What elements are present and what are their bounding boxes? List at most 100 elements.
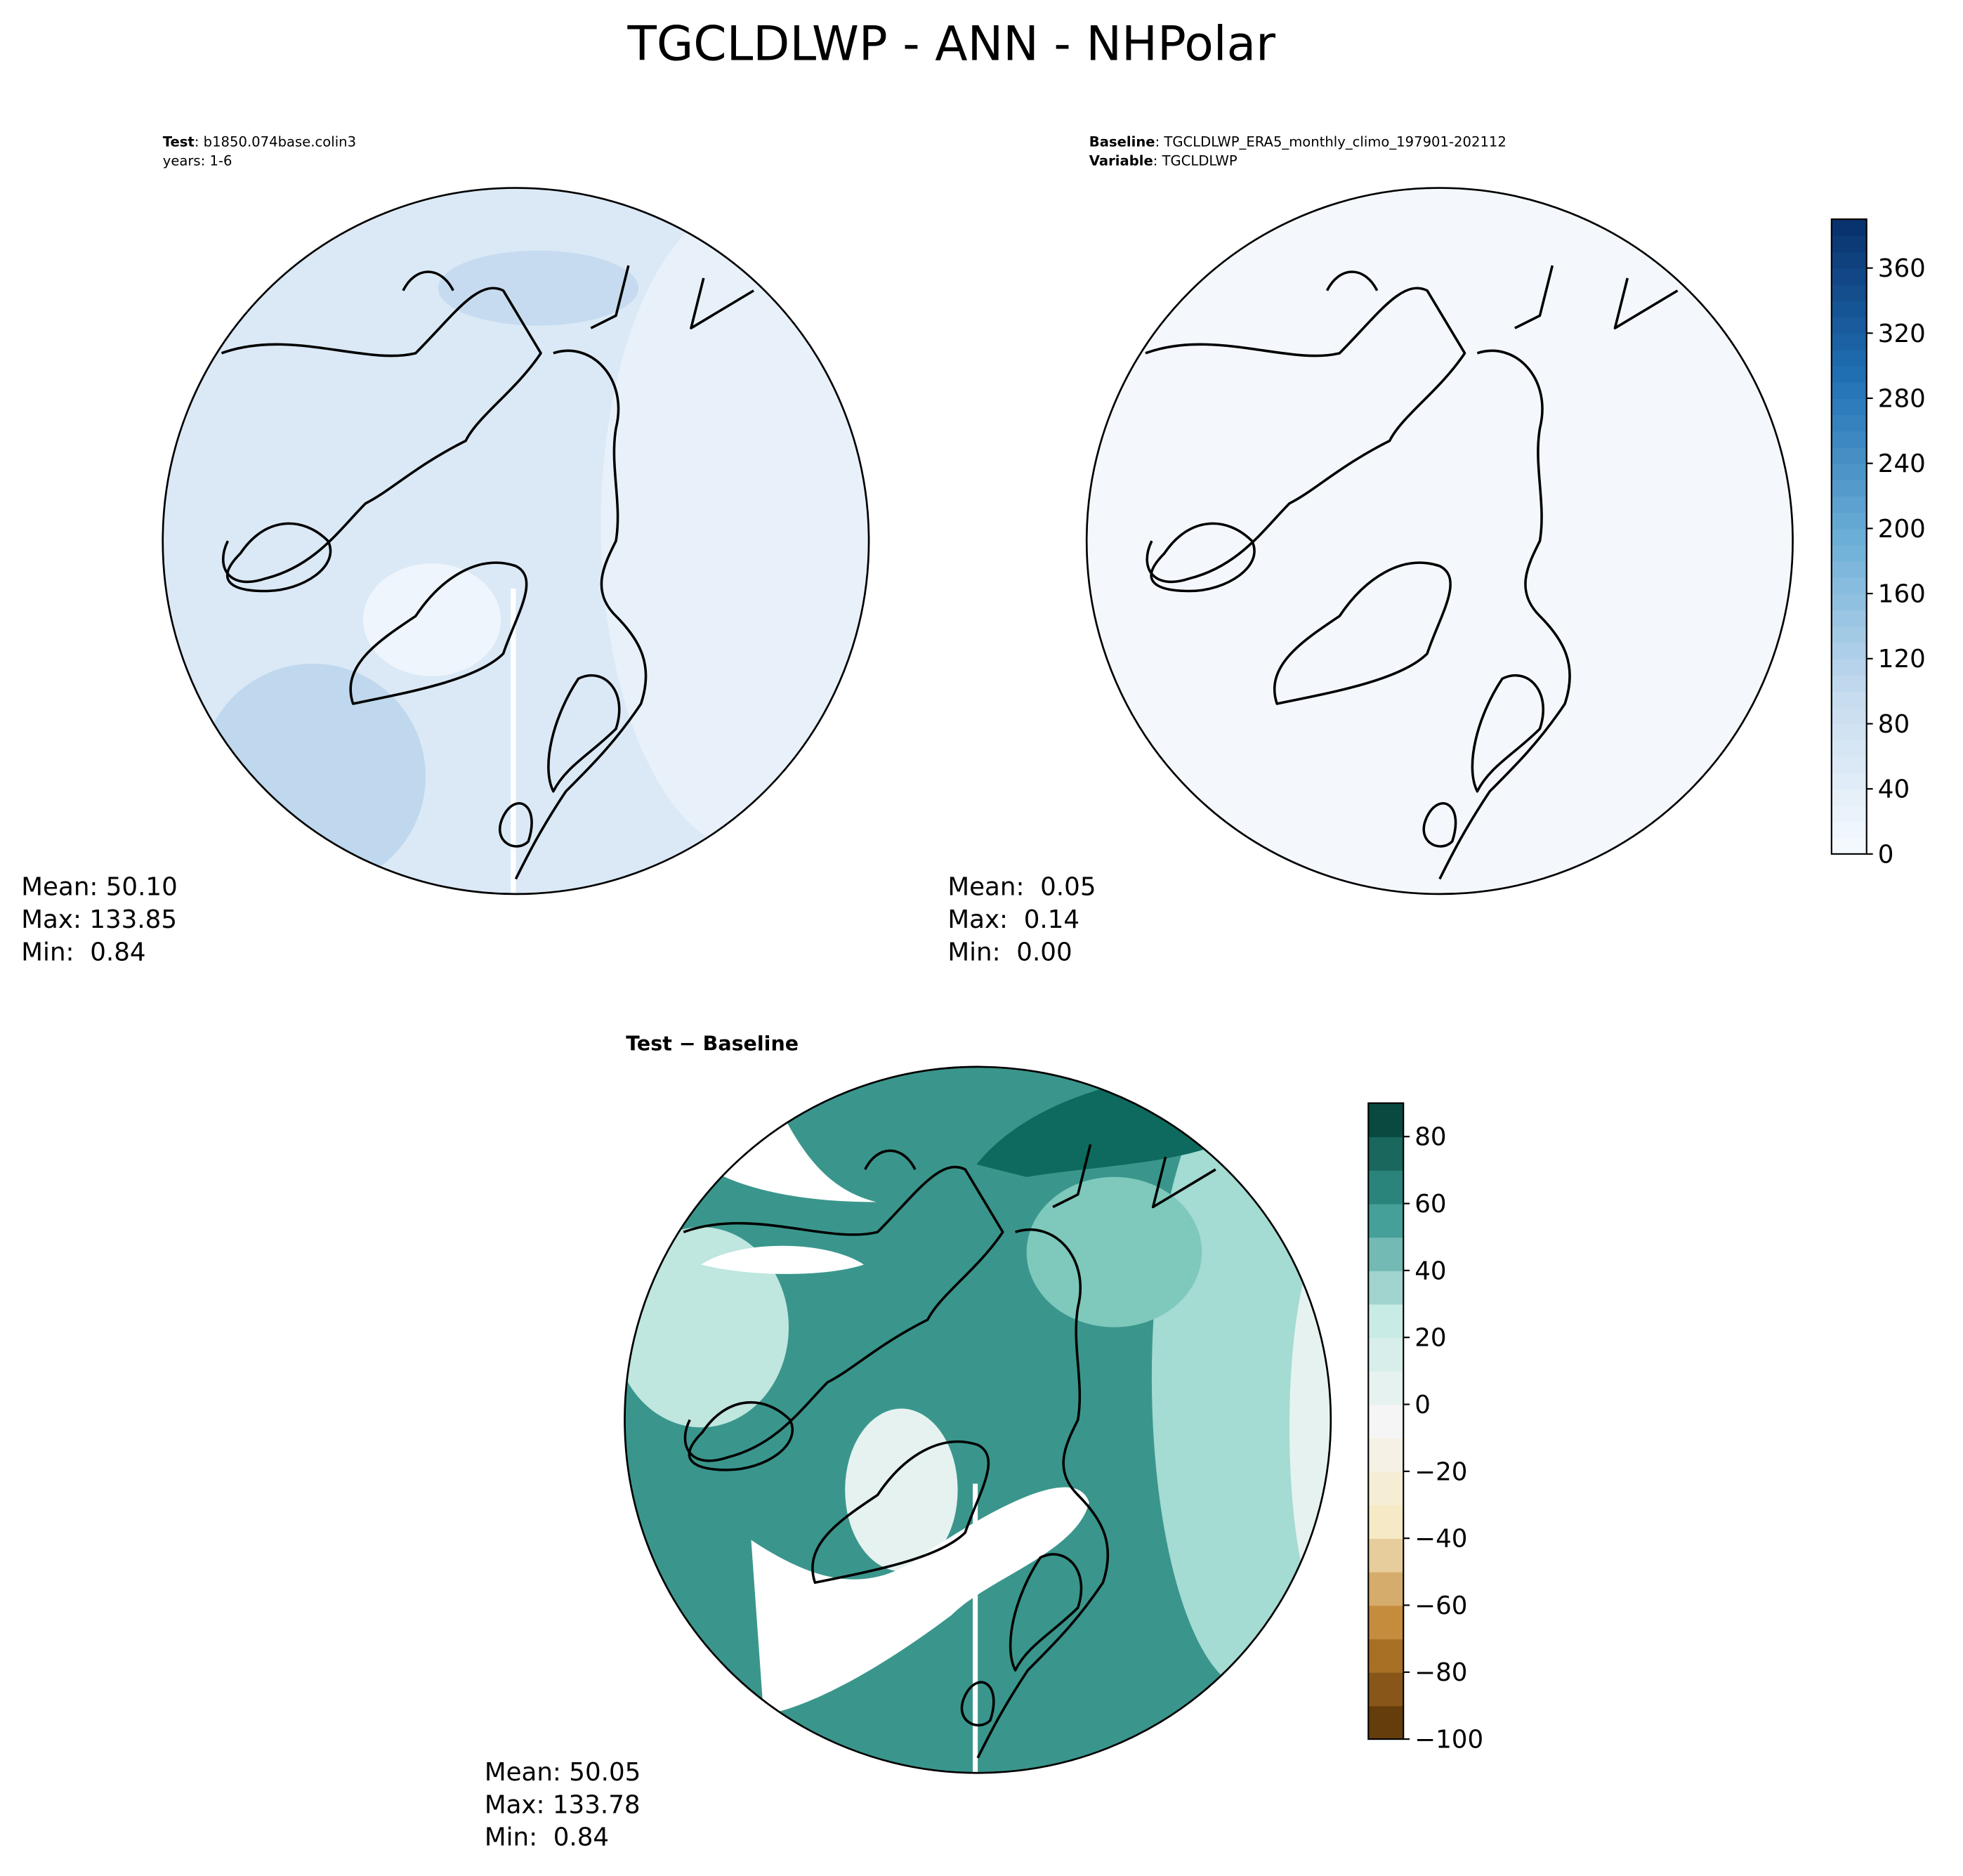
colorbar-band	[1831, 251, 1867, 269]
panel-label: Test − Baseline	[626, 1032, 799, 1056]
colorbar-frame	[1830, 218, 1867, 855]
colorbar-tick-label: 240	[1878, 450, 1926, 478]
stat: Min: 0.84	[485, 1823, 609, 1852]
colorbar-band	[1368, 1203, 1404, 1238]
colorbar-tick-label: 40	[1414, 1257, 1446, 1285]
colorbar-tick-label: 320	[1878, 320, 1926, 348]
colorbar-band	[1831, 821, 1867, 839]
panel-label: Baseline: TGCLDLWP_ERA5_monthly_climo_19…	[1089, 134, 1506, 150]
colorbar-band	[1831, 381, 1867, 399]
colorbar-band	[1831, 496, 1867, 513]
colorbar-band	[1831, 398, 1867, 416]
colorbar-band	[1831, 512, 1867, 530]
panel-label: Variable: TGCLDLWP	[1089, 152, 1237, 169]
map-field	[1085, 187, 1794, 896]
colorbar-band	[1831, 642, 1867, 660]
colorbar-band	[1831, 610, 1867, 627]
colorbar-band	[1831, 349, 1867, 367]
colorbar-band	[1831, 560, 1867, 578]
colorbar-band	[1368, 1270, 1404, 1305]
label-key: Variable	[1089, 152, 1153, 169]
colorbar-band	[1831, 268, 1867, 285]
colorbar-band	[1831, 789, 1867, 806]
panel-label: Test: b1850.074base.colin3	[163, 134, 356, 150]
colorbar-band	[1831, 431, 1867, 448]
colorbar-band	[1368, 1169, 1404, 1205]
colorbar-band	[1831, 528, 1867, 546]
colorbar-band	[1368, 1605, 1404, 1640]
colorbar-band	[1368, 1337, 1404, 1372]
colorbar-tick-label: 20	[1414, 1324, 1446, 1353]
colorbar-tick-label: −100	[1414, 1726, 1483, 1754]
colorbar-band	[1831, 707, 1867, 725]
stat: Max: 133.78	[485, 1790, 641, 1819]
colorbar-band	[1831, 463, 1867, 480]
colorbar-band	[1368, 1672, 1404, 1707]
colorbar-frame	[1367, 1102, 1405, 1740]
stat: Min: 0.84	[21, 938, 145, 966]
stat: Mean: 0.05	[947, 873, 1096, 902]
colorbar-tick-label: 280	[1878, 384, 1926, 413]
colorbar-band	[1831, 593, 1867, 611]
colorbar-tick-label: −20	[1414, 1457, 1467, 1486]
colorbar-band	[1368, 1571, 1404, 1606]
colorbar-band	[1368, 1639, 1404, 1673]
colorbar-tick-label: 200	[1878, 515, 1926, 544]
colorbar-band	[1831, 740, 1867, 757]
colorbar-tick-label: 0	[1878, 840, 1894, 869]
colorbar-band	[1368, 1438, 1404, 1472]
colorbar-band	[1831, 756, 1867, 773]
colorbar-tick-label: −60	[1414, 1592, 1467, 1620]
map-border	[624, 1065, 1332, 1774]
panel-label: years: 1-6	[163, 152, 232, 169]
map-field	[624, 1066, 1331, 1773]
colorbar-band	[1831, 837, 1867, 855]
colorbar-tick-label: 360	[1878, 254, 1926, 283]
colorbar-band	[1831, 219, 1867, 237]
colorbar-band	[1368, 1103, 1404, 1138]
colorbar-tick-label: 0	[1414, 1391, 1431, 1419]
label-value: : TGCLDLWP	[1153, 152, 1237, 169]
colorbar-band	[1831, 674, 1867, 693]
colorbar-band	[1368, 1370, 1404, 1405]
colorbar-band	[1831, 479, 1867, 497]
colorbar-band	[1368, 1237, 1404, 1271]
colorbar-band	[1368, 1136, 1404, 1171]
colorbar-tick-label: 120	[1878, 645, 1926, 674]
colorbar-tick-label: −40	[1414, 1525, 1467, 1554]
label-value: : TGCLDLWP_ERA5_monthly_climo_197901-202…	[1155, 134, 1506, 150]
colorbar-tick-label: 40	[1878, 775, 1910, 804]
colorbar-band	[1831, 626, 1867, 643]
colorbar-band	[1831, 317, 1867, 334]
colorbar-tick-label: 60	[1414, 1190, 1446, 1219]
colorbar-band	[1831, 577, 1867, 594]
colorbar-band	[1831, 333, 1867, 350]
stat: Max: 0.14	[947, 905, 1079, 934]
colorbar-band	[1831, 544, 1867, 562]
stat: Mean: 50.05	[485, 1758, 641, 1787]
figure-title: TGCLDLWP - ANN - NHPolar	[626, 16, 1275, 72]
colorbar-band	[1368, 1304, 1404, 1339]
map-border	[162, 187, 870, 896]
label-key: Test	[163, 134, 195, 150]
colorbar-band	[1831, 658, 1867, 676]
colorbar-tick-label: 160	[1878, 580, 1926, 609]
stat: Max: 133.85	[21, 905, 177, 934]
colorbar-band	[1831, 772, 1867, 790]
colorbar-tick-label: 80	[1414, 1123, 1446, 1152]
colorbar-band	[1831, 414, 1867, 432]
colorbar-band	[1831, 805, 1867, 822]
colorbar-tick-label: −80	[1414, 1658, 1467, 1687]
colorbar-band	[1368, 1404, 1404, 1439]
colorbar-band	[1368, 1471, 1404, 1506]
colorbar-band	[1831, 691, 1867, 709]
stats: Mean: 50.10 Max: 133.85 Min: 0.84 Mean: …	[21, 873, 1096, 1852]
label-key: Baseline	[1089, 134, 1155, 150]
colorbar-tick-label: 80	[1878, 710, 1910, 739]
colorbar-band	[1368, 1504, 1404, 1540]
colorbar-band	[1368, 1538, 1404, 1573]
stat: Min: 0.00	[947, 938, 1072, 966]
colorbar-band	[1831, 365, 1867, 383]
colorbar-band	[1831, 235, 1867, 253]
